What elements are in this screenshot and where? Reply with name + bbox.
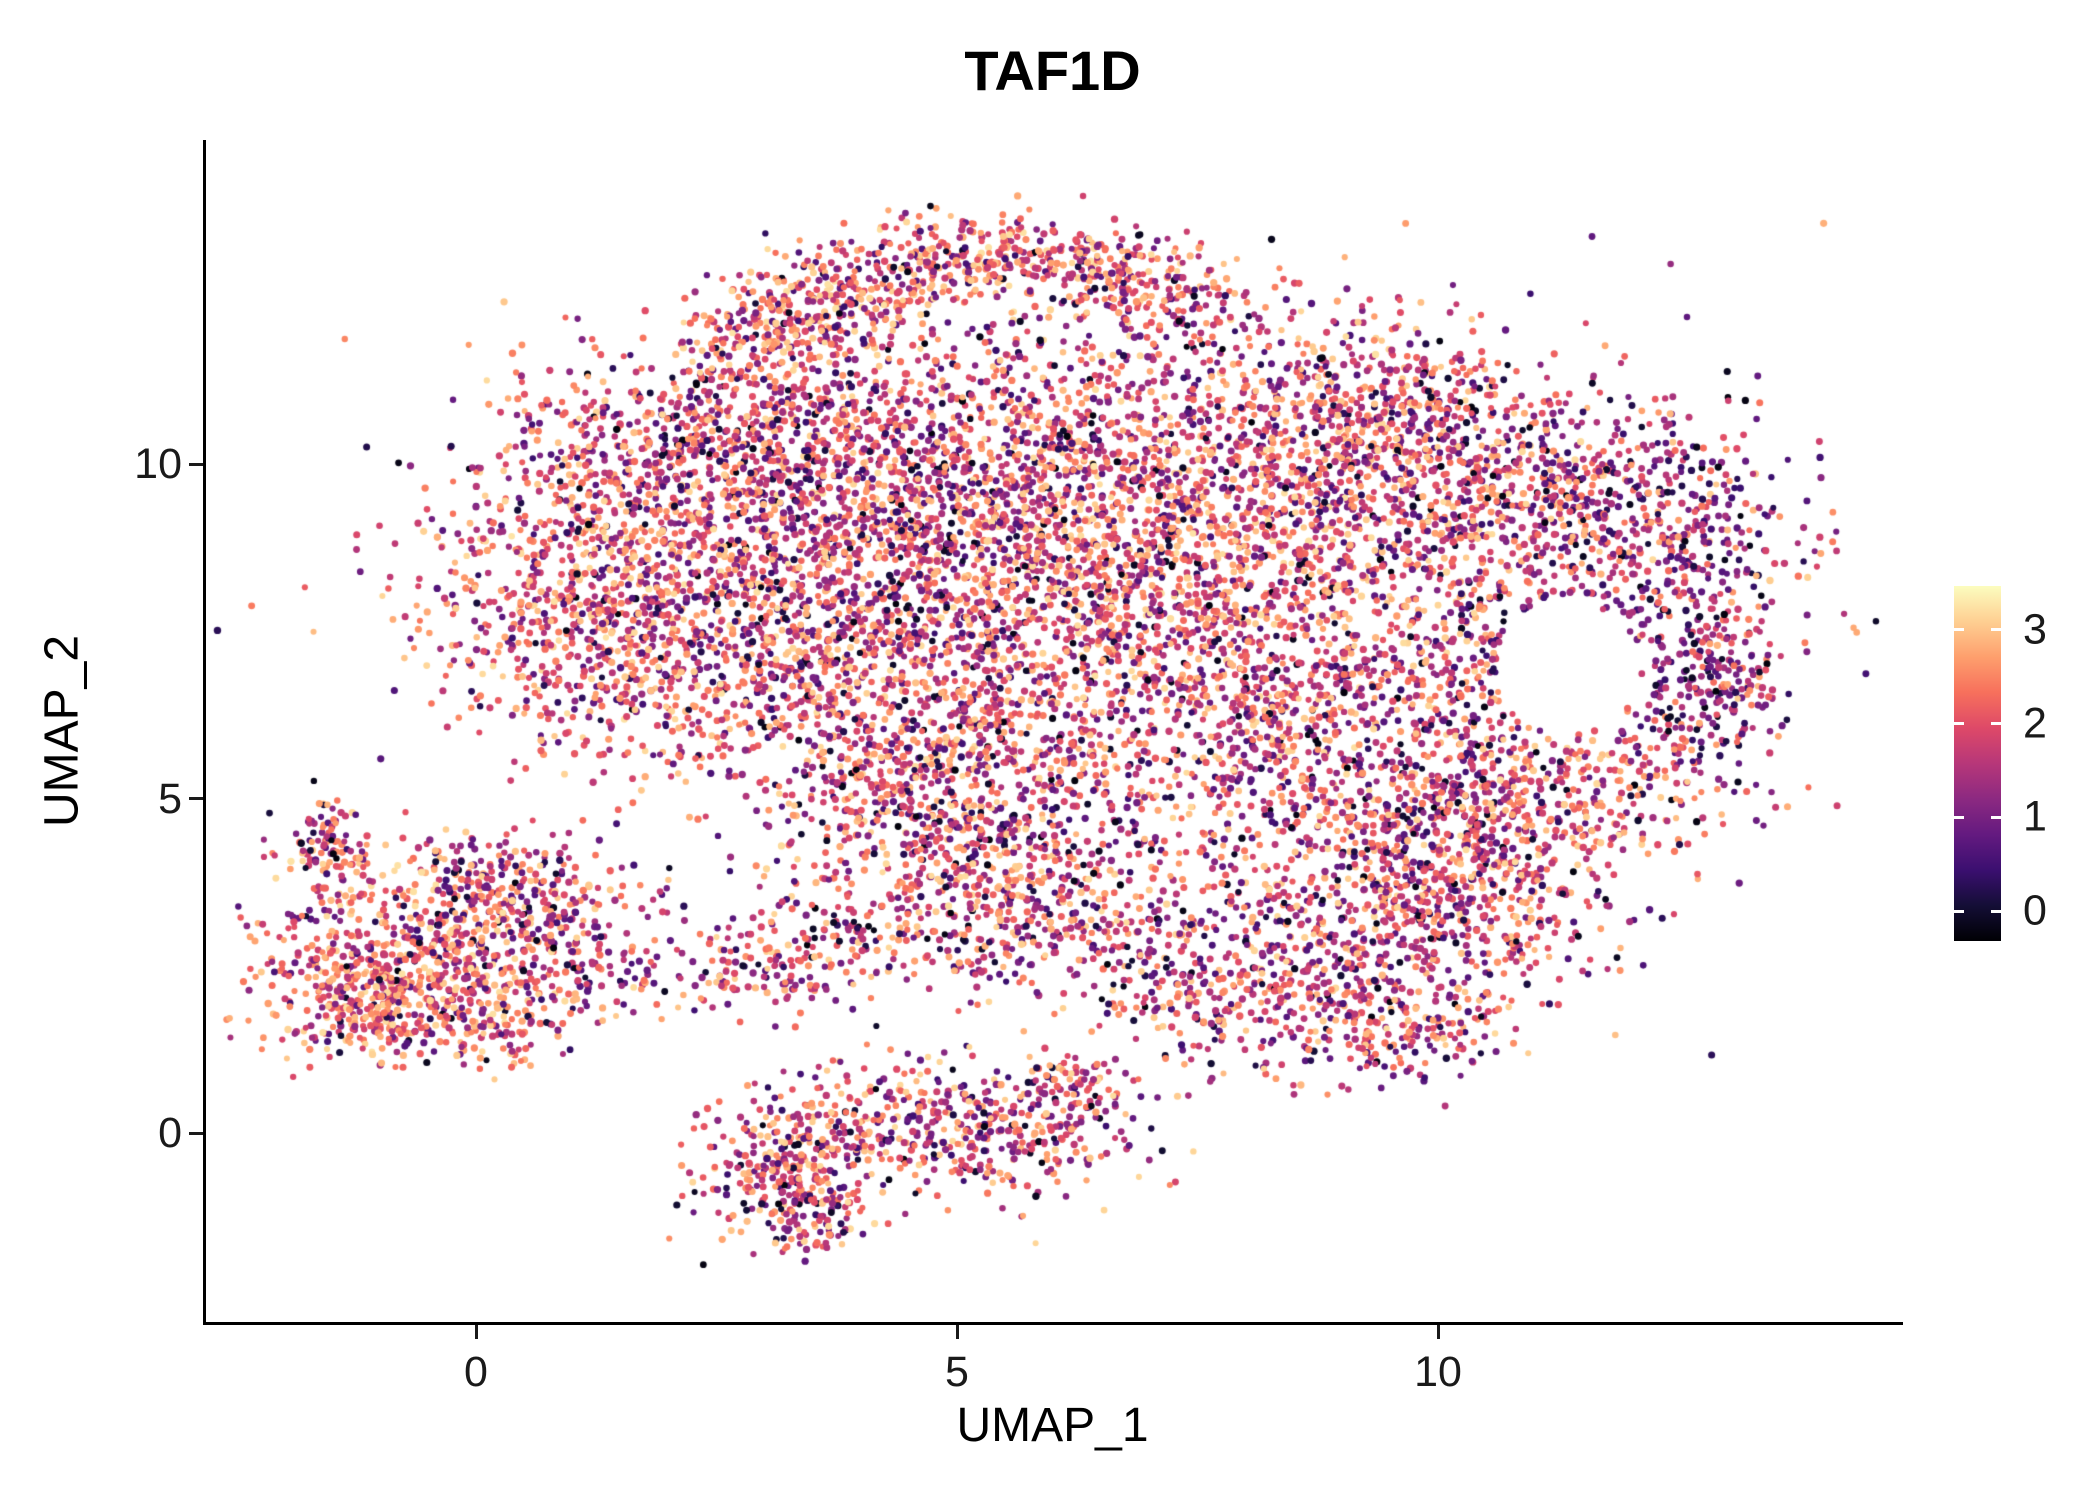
colorbar-tick-label: 0 bbox=[2023, 886, 2047, 935]
x-axis-tick-label: 10 bbox=[1414, 1348, 1462, 1396]
colorbar-tick-mark bbox=[1954, 815, 1964, 819]
x-axis-tick-label: 5 bbox=[945, 1348, 969, 1396]
x-axis-tick bbox=[474, 1325, 478, 1339]
colorbar-tick-mark bbox=[1991, 909, 2001, 913]
y-axis-tick bbox=[189, 1131, 203, 1135]
colorbar-tick-label: 1 bbox=[2023, 792, 2047, 841]
y-axis-tick-label: 0 bbox=[158, 1109, 182, 1157]
y-axis-line bbox=[203, 140, 206, 1325]
y-axis-tick-label: 10 bbox=[134, 440, 182, 488]
colorbar-tick-mark bbox=[1954, 909, 1964, 913]
x-axis-tick bbox=[955, 1325, 959, 1339]
x-axis-tick bbox=[1436, 1325, 1440, 1339]
colorbar-gradient bbox=[1954, 586, 2001, 941]
colorbar-tick-label: 3 bbox=[2023, 605, 2047, 654]
x-axis-tick-label: 0 bbox=[464, 1348, 488, 1396]
y-axis-tick-label: 5 bbox=[158, 774, 182, 823]
colorbar-tick-label: 2 bbox=[2023, 699, 2047, 748]
y-axis-tick bbox=[189, 797, 203, 800]
colorbar-tick-mark bbox=[1954, 628, 1964, 632]
chart-title: TAF1D bbox=[964, 39, 1141, 102]
colorbar-tick-mark bbox=[1991, 722, 2001, 726]
x-axis-title: UMAP_1 bbox=[956, 1399, 1149, 1452]
colorbar-legend bbox=[1954, 586, 2001, 941]
x-axis-line bbox=[203, 1322, 1903, 1325]
colorbar-tick-mark bbox=[1954, 722, 1964, 726]
colorbar-tick-mark bbox=[1991, 628, 2001, 632]
colorbar-tick-mark bbox=[1991, 815, 2001, 819]
y-axis-tick bbox=[189, 462, 203, 466]
